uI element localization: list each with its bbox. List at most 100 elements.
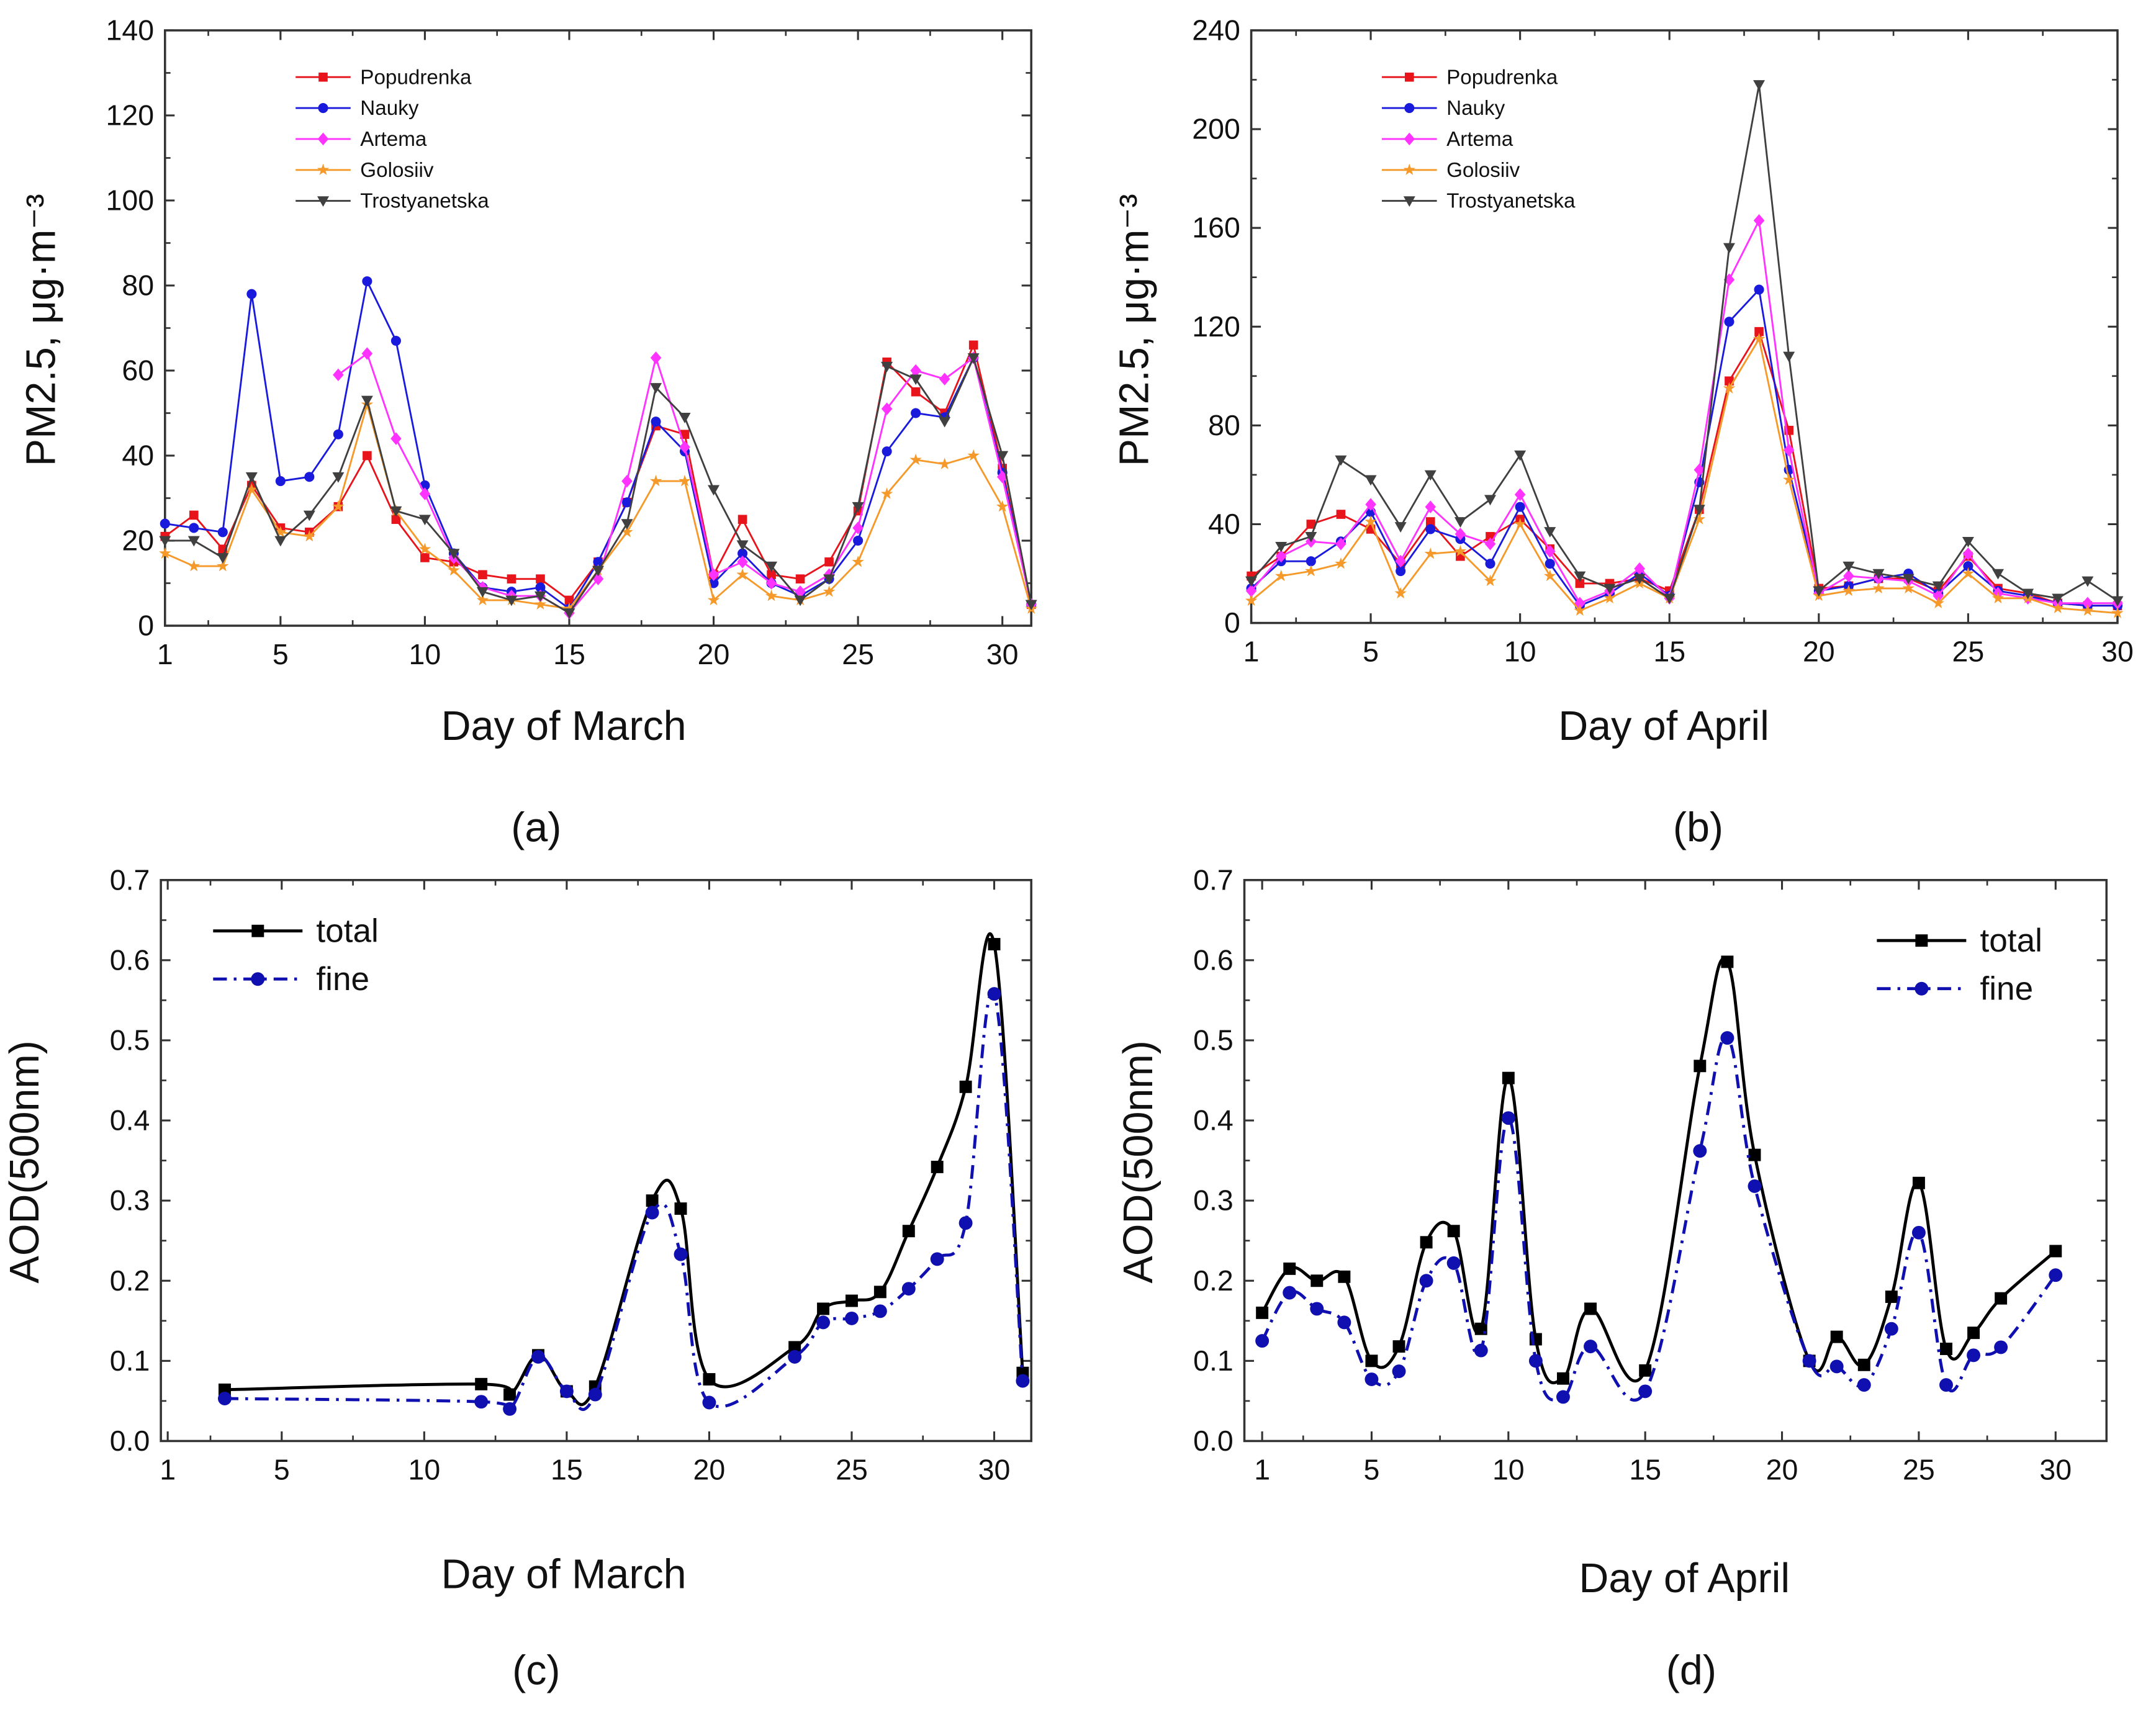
data-point bbox=[304, 472, 315, 482]
data-point bbox=[1857, 1378, 1871, 1392]
data-point bbox=[1902, 582, 1915, 594]
y-tick-label: 0.7 bbox=[110, 863, 150, 896]
data-point bbox=[187, 536, 200, 547]
x-tick-label: 20 bbox=[693, 1453, 726, 1485]
data-point bbox=[1365, 498, 1376, 511]
data-point bbox=[390, 432, 402, 445]
data-point bbox=[988, 938, 1001, 951]
series-line bbox=[224, 932, 1024, 1407]
data-point bbox=[1245, 594, 1258, 606]
y-tick-label: 0 bbox=[138, 610, 154, 642]
data-point bbox=[679, 474, 691, 487]
data-point bbox=[873, 1286, 886, 1299]
data-point bbox=[1502, 1071, 1515, 1084]
y-tick-label: 40 bbox=[1208, 508, 1240, 540]
data-point bbox=[1256, 1306, 1269, 1319]
data-point bbox=[563, 602, 575, 614]
data-point bbox=[1724, 317, 1734, 327]
data-point bbox=[1754, 284, 1764, 295]
data-point bbox=[845, 1311, 859, 1325]
data-point bbox=[592, 565, 604, 577]
data-point bbox=[333, 368, 344, 382]
data-point bbox=[1603, 592, 1616, 604]
data-point bbox=[1634, 562, 1645, 575]
data-point bbox=[987, 987, 1001, 1001]
data-point bbox=[1748, 1179, 1762, 1193]
x-tick-label: 15 bbox=[1653, 636, 1685, 668]
x-tick-label: 5 bbox=[1363, 636, 1379, 668]
legend-marker bbox=[251, 972, 265, 986]
data-point bbox=[217, 527, 228, 538]
data-point bbox=[852, 502, 864, 513]
data-point bbox=[1933, 589, 1944, 603]
data-point bbox=[189, 510, 199, 520]
x-tick-label: 10 bbox=[408, 1453, 440, 1485]
legend-marker bbox=[1403, 196, 1415, 207]
data-point bbox=[559, 1384, 574, 1399]
data-point bbox=[1310, 1302, 1324, 1316]
legend-marker bbox=[318, 72, 328, 82]
data-point bbox=[1939, 1378, 1953, 1392]
data-point bbox=[1963, 561, 1973, 572]
y-tick-label: 20 bbox=[122, 524, 154, 556]
legend-label: total bbox=[316, 912, 378, 949]
data-point bbox=[1575, 579, 1585, 588]
data-point bbox=[1545, 559, 1555, 569]
y-tick-label: 0.5 bbox=[1193, 1024, 1234, 1056]
data-point bbox=[1693, 1144, 1707, 1158]
series-trostyanetska bbox=[159, 353, 1037, 619]
legend-label: Golosiiv bbox=[360, 159, 434, 182]
data-point bbox=[536, 574, 545, 583]
data-point bbox=[418, 543, 431, 554]
data-point bbox=[1902, 574, 1915, 585]
data-point bbox=[187, 559, 201, 572]
data-point bbox=[679, 413, 691, 423]
data-point bbox=[478, 570, 487, 580]
legend-marker bbox=[318, 103, 328, 114]
data-point bbox=[1633, 574, 1646, 585]
data-point bbox=[391, 515, 401, 525]
series-line bbox=[1250, 336, 2118, 615]
x-tick-label: 10 bbox=[1504, 636, 1536, 668]
y-tick-label: 0.4 bbox=[110, 1104, 150, 1137]
data-point bbox=[505, 595, 518, 606]
data-point bbox=[534, 591, 546, 602]
panel-label: (c) bbox=[512, 1647, 560, 1693]
data-point bbox=[881, 361, 893, 372]
data-point bbox=[680, 430, 690, 439]
data-point bbox=[702, 1395, 716, 1410]
data-point bbox=[1693, 513, 1706, 525]
data-point bbox=[853, 535, 864, 546]
y-tick-label: 240 bbox=[1192, 14, 1240, 46]
data-point bbox=[531, 1349, 545, 1364]
y-tick-label: 40 bbox=[122, 439, 154, 471]
legend-label: Trostyanetska bbox=[1446, 190, 1576, 213]
x-axis-title: Day of March bbox=[441, 1551, 687, 1597]
data-point bbox=[1720, 1031, 1734, 1045]
series-trostyanetska bbox=[1245, 80, 2124, 607]
data-point bbox=[1364, 1372, 1379, 1387]
x-tick-label: 1 bbox=[157, 638, 173, 670]
data-point bbox=[1424, 470, 1437, 481]
data-point bbox=[651, 417, 661, 427]
data-point bbox=[363, 451, 372, 461]
x-tick-label: 30 bbox=[986, 638, 1019, 670]
data-point bbox=[1396, 566, 1406, 577]
data-point bbox=[2111, 606, 2124, 618]
data-point bbox=[475, 1377, 488, 1390]
x-tick-label: 25 bbox=[1903, 1453, 1935, 1485]
data-point bbox=[333, 429, 343, 439]
data-point bbox=[959, 1080, 972, 1093]
data-point bbox=[303, 529, 316, 542]
data-point bbox=[1305, 564, 1317, 577]
data-point bbox=[852, 521, 864, 534]
data-point bbox=[765, 589, 778, 601]
data-point bbox=[1857, 1358, 1870, 1371]
data-point bbox=[534, 598, 547, 610]
x-tick-label: 10 bbox=[409, 638, 441, 670]
y-tick-label: 80 bbox=[1208, 409, 1240, 441]
legend-marker bbox=[1404, 103, 1415, 114]
y-axis-title: AOD(500nm) bbox=[2, 1040, 48, 1283]
data-point bbox=[909, 374, 922, 385]
